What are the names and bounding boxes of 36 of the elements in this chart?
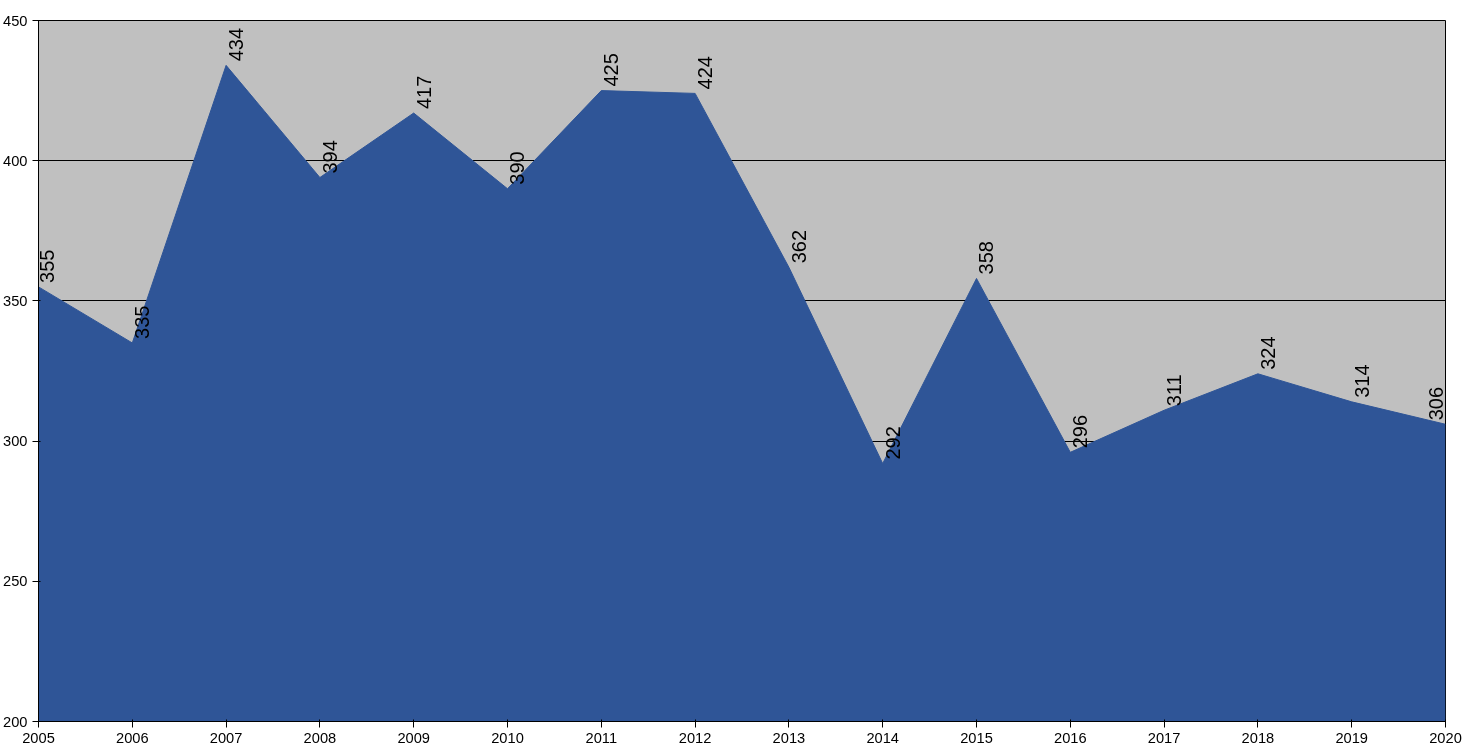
data-label: 362 — [787, 229, 810, 264]
x-tick-label: 2006 — [116, 729, 149, 746]
x-tick-label: 2010 — [491, 729, 524, 746]
y-tick-label: 350 — [3, 292, 28, 309]
x-tick-label: 2019 — [1335, 729, 1369, 746]
data-label: 355 — [36, 249, 59, 283]
x-tick-label: 2007 — [209, 729, 243, 746]
data-label: 296 — [1069, 414, 1092, 449]
x-tick-label: 2008 — [303, 729, 337, 746]
x-tick-label: 2015 — [960, 729, 993, 746]
x-tick-label: 2013 — [772, 729, 806, 746]
data-label: 292 — [881, 426, 904, 460]
data-label: 425 — [600, 53, 623, 87]
x-tick-label: 2012 — [678, 729, 712, 746]
x-tick-label: 2017 — [1147, 729, 1181, 746]
data-label: 311 — [1163, 374, 1186, 407]
x-tick-label: 2014 — [866, 729, 900, 746]
data-label: 417 — [412, 75, 435, 110]
x-tick-label: 2011 — [585, 729, 618, 746]
data-label: 314 — [1350, 364, 1373, 398]
y-tick-label: 400 — [3, 152, 28, 169]
data-label: 434 — [225, 27, 248, 62]
x-tick-label: 2009 — [397, 729, 431, 746]
x-tick-label: 2005 — [22, 729, 55, 746]
y-tick-label: 300 — [3, 433, 28, 450]
y-tick-label: 450 — [3, 12, 28, 29]
y-tick-label: 200 — [3, 713, 28, 730]
x-tick-label: 2016 — [1054, 729, 1087, 746]
x-tick-label: 2020 — [1429, 729, 1462, 746]
data-label: 358 — [975, 241, 998, 275]
data-label: 335 — [131, 305, 154, 339]
data-label: 306 — [1425, 386, 1448, 421]
x-tick-label: 2018 — [1241, 729, 1275, 746]
data-label: 424 — [694, 56, 717, 90]
y-tick-label: 250 — [3, 573, 28, 590]
data-label: 324 — [1256, 336, 1279, 370]
